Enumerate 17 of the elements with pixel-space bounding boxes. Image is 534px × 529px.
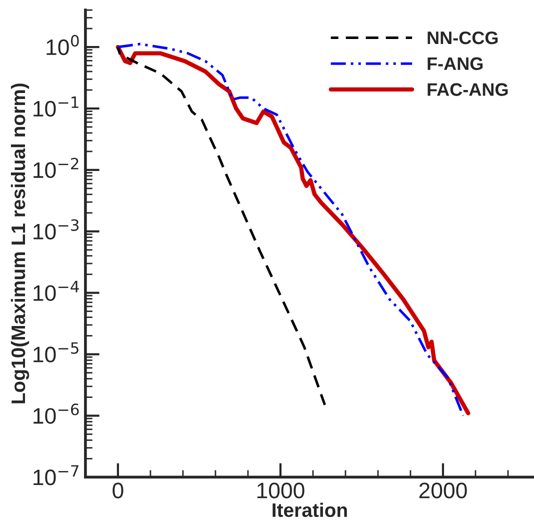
y-axis-title: Log10(Maximum L1 residual norm) (10, 84, 30, 404)
legend-label: FAC-ANG (428, 83, 508, 96)
x-axis-title: Iteration (272, 502, 347, 518)
y-tick-label: 10$^{−2}$ (34, 158, 78, 178)
x-tick-label: 2000 (419, 482, 467, 498)
y-tick-label: 10$^{−1}$ (34, 96, 78, 117)
y-tick-label: 10$^{−4}$ (34, 280, 79, 301)
y-tick-label: 10$^{−7}$ (34, 465, 78, 486)
legend-label: NN-CCG (428, 31, 498, 44)
y-tick-label: 10$^{−6}$ (34, 404, 79, 424)
x-tick-label: 1000 (257, 482, 304, 498)
line-series (116, 46, 326, 406)
y-tick-label: 10$^{−3}$ (34, 219, 79, 240)
y-tick-label: 10$^{−5}$ (34, 342, 78, 362)
x-tick-label: 0 (112, 482, 124, 498)
y-tick-label: 10$^{0}$ (46, 34, 79, 56)
legend-label: F-ANG (428, 57, 483, 70)
